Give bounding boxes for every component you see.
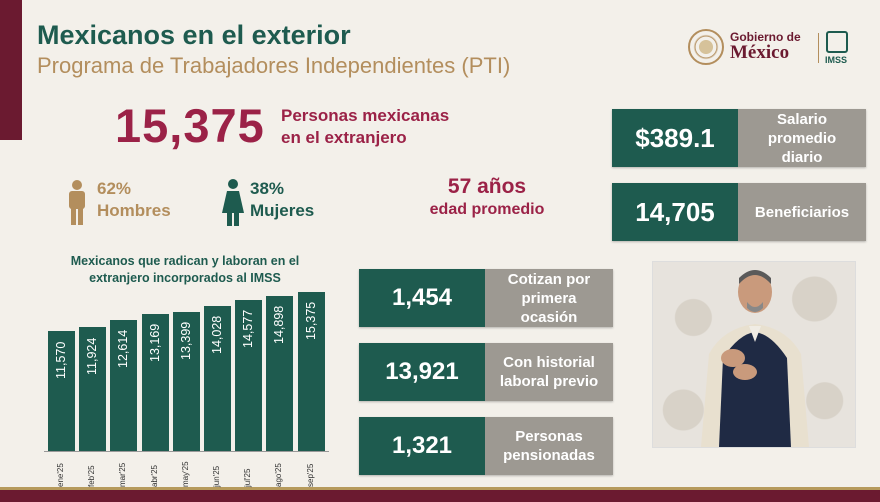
women-stat: 38% Mujeres (250, 178, 314, 222)
first-time-label-line: Cotizan por (507, 270, 591, 288)
salary-card: $389.1 Salario promedio diario (612, 109, 866, 167)
first-time-label: Cotizan por primera ocasión (485, 269, 613, 327)
men-stat: 62% Hombres (97, 178, 171, 222)
x-tick-label: jul'25 (243, 468, 253, 487)
women-percent: 38% (250, 179, 285, 198)
total-persons-value: 15,375 (115, 99, 265, 152)
history-value: 13,921 (359, 343, 485, 401)
bottom-gold-stripe (0, 487, 880, 490)
chart-bar (297, 291, 325, 451)
pensioned-label-line: Personas (515, 428, 583, 445)
chart-bar (172, 312, 200, 451)
men-label: Hombres (97, 201, 171, 220)
x-tick-label: jun'25 (212, 465, 221, 487)
average-age: 57 años edad promedio (407, 175, 567, 219)
salary-value: $389.1 (612, 109, 738, 167)
first-time-value: 1,454 (359, 269, 485, 327)
bar-value-label: 14,898 (272, 306, 287, 345)
average-age-value: 57 años (447, 175, 527, 198)
pensioned-card: 1,321 Personas pensionadas (359, 417, 613, 475)
women-label: Mujeres (250, 201, 315, 220)
bar-value-label: 13,169 (147, 324, 162, 363)
salary-label-line: Salario (776, 110, 828, 128)
government-logo: Gobierno de México IMSS (688, 29, 858, 67)
interpreter-video (652, 261, 856, 448)
page-title: Mexicanos en el exterior (37, 20, 351, 50)
x-tick-label: ago'25 (274, 463, 284, 487)
chart-baseline (44, 451, 329, 452)
first-time-label-line: ocasión (520, 308, 578, 326)
x-tick-label: may'25 (180, 461, 190, 487)
imss-emblem-icon (826, 31, 848, 53)
bar-value-label: 15,375 (303, 301, 318, 340)
chart-bar (266, 296, 294, 451)
chart-bar (48, 331, 75, 451)
history-label-line: Con historial (503, 354, 595, 371)
bar-value-label: 11,570 (54, 341, 68, 379)
x-tick-label: mar'25 (118, 462, 128, 487)
history-label: Con historial laboral previo (485, 343, 613, 401)
logo-line2: México (730, 42, 790, 63)
beneficiaries-label: Beneficiarios (738, 183, 866, 241)
bar-value-label: 14,577 (241, 309, 256, 348)
x-tick-label: feb'25 (87, 465, 97, 487)
chart-title: Mexicanos que radican y laboran en el ex… (70, 254, 300, 285)
beneficiaries-value: 14,705 (612, 183, 738, 241)
total-label-line2: en el extranjero (281, 128, 407, 147)
woman-icon (222, 179, 244, 226)
chart-bar (141, 314, 169, 451)
x-tick-label: ene'25 (56, 463, 65, 487)
beneficiaries-card: 14,705 Beneficiarios (612, 183, 866, 241)
chart-bar (110, 320, 138, 451)
page-subtitle: Programa de Trabajadores Independientes … (37, 53, 511, 78)
men-percent: 62% (97, 179, 132, 198)
logo-divider (818, 33, 819, 63)
bar-value-label: 13,399 (178, 321, 193, 361)
bar-value-label: 14,028 (210, 315, 224, 354)
x-tick-label: abr'25 (149, 465, 159, 487)
history-label-line: laboral previo (499, 373, 599, 390)
total-persons-label: Personas mexicanas en el extranjero (281, 105, 481, 149)
national-seal-icon (688, 29, 724, 65)
total-label-line1: Personas mexicanas (281, 106, 450, 125)
chart-bar (235, 299, 263, 451)
x-tick-label: sep'25 (305, 463, 315, 487)
pensioned-label: Personas pensionadas (485, 417, 613, 475)
average-age-label: edad promedio (429, 201, 545, 218)
chart-bar (204, 305, 231, 451)
salary-label-line: diario (781, 148, 823, 166)
imss-label: IMSS (825, 55, 848, 65)
bar-value-label: 12,614 (116, 329, 131, 369)
chart-bar (79, 327, 107, 451)
first-time-label-line: primera (521, 289, 577, 307)
bottom-accent-bar (0, 490, 880, 502)
first-time-card: 1,454 Cotizan por primera ocasión (359, 269, 613, 327)
bar-value-label: 11,924 (85, 338, 100, 376)
interpreter-figure-icon (701, 270, 809, 447)
logo-line1: Gobierno de (730, 30, 801, 44)
left-accent-bar (0, 0, 22, 140)
salary-label: Salario promedio diario (738, 109, 866, 167)
pensioned-label-line: pensionadas (503, 447, 595, 464)
man-icon (69, 180, 85, 225)
pensioned-value: 1,321 (359, 417, 485, 475)
salary-label-line: promedio (767, 129, 837, 147)
history-card: 13,921 Con historial laboral previo (359, 343, 613, 401)
